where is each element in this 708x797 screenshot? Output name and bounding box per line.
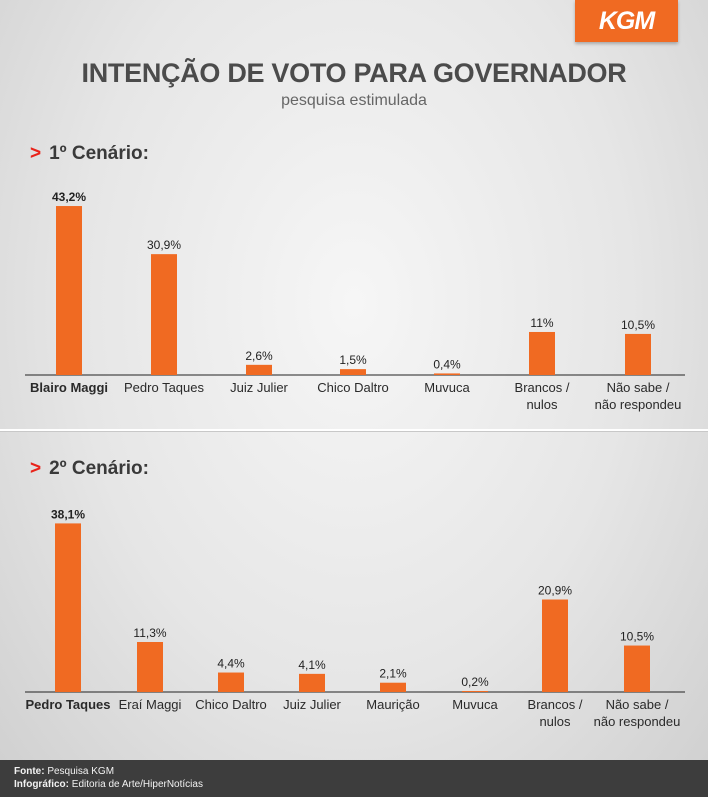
bar [380,682,406,692]
category-label: Brancos / [528,697,583,712]
data-label: 20,9% [538,584,572,598]
scenario-1-heading: >1º Cenário: [30,143,149,165]
category-label: Juiz Julier [283,697,341,712]
bar [246,364,272,375]
bar [218,672,244,692]
category-label: Chico Daltro [195,697,267,712]
bar [151,254,177,375]
bar [55,523,81,692]
footer-credits: Fonte: Pesquisa KGM Infográfico: Editori… [0,760,708,797]
category-label: Pedro Taques [124,380,204,395]
scenario-2-label: 2º Cenário: [49,458,149,479]
data-label: 43,2% [52,190,86,204]
data-label: 10,5% [620,630,654,644]
source-value: Pesquisa KGM [47,766,115,777]
data-label: 11% [530,316,553,330]
category-label: Muvuca [452,697,498,712]
scenario-1-label: 1º Cenário: [49,143,149,164]
data-label: 2,6% [245,349,273,363]
bar [434,373,460,375]
data-label: 38,1% [51,507,85,521]
section-divider [0,429,708,431]
category-label: nulos [539,714,571,729]
data-label: 0,4% [433,357,461,371]
data-label: 11,3% [133,626,166,640]
bar [625,333,651,375]
bar [299,673,325,692]
category-label: Não sabe / [607,380,670,395]
bar [542,599,568,692]
category-label: não respondeu [594,714,681,729]
data-label: 10,5% [621,318,655,332]
category-label: Chico Daltro [317,380,389,395]
scenario-2-heading: >2º Cenário: [30,458,149,480]
data-label: 4,1% [298,658,326,672]
category-label: Blairo Maggi [30,380,108,395]
category-label: Muvuca [424,380,470,395]
data-label: 1,5% [339,353,367,367]
arrow-icon: > [30,458,42,479]
category-label: Eraí Maggi [119,697,182,712]
bar [340,369,366,375]
infographic-label: Infográfico: [14,779,69,790]
source-label: Fonte: [14,766,45,777]
data-label: 2,1% [379,667,407,681]
bar [529,331,555,375]
category-label: Juiz Julier [230,380,288,395]
data-label: 4,4% [217,657,245,671]
data-label: 30,9% [147,238,181,252]
bar [56,206,82,375]
scenario-2-bar-chart: 38,1% Pedro Taques 11,3% Eraí Maggi 4,4% Chic… [25,507,685,729]
category-label: Brancos / [515,380,570,395]
kgm-logo: KGM [575,0,678,42]
category-label: Pedro Taques [25,697,110,712]
category-label: Não sabe / [606,697,669,712]
data-label: 0,2% [461,675,489,689]
category-label: Maurição [366,697,419,712]
bar [462,691,488,692]
bar [137,641,163,692]
arrow-icon: > [30,143,42,164]
page-title: INTENÇÃO DE VOTO PARA GOVERNADOR [81,58,627,88]
scenario-1-bar-chart: 43,2% Blairo Maggi 30,9% Pedro Taques 2,6% Ju… [25,190,685,412]
page-subtitle: pesquisa estimulada [281,92,427,109]
bar [624,645,650,692]
category-label: não respondeu [595,397,682,412]
infographic-value: Editoria de Arte/HiperNotícias [71,779,203,790]
category-label: nulos [526,397,558,412]
